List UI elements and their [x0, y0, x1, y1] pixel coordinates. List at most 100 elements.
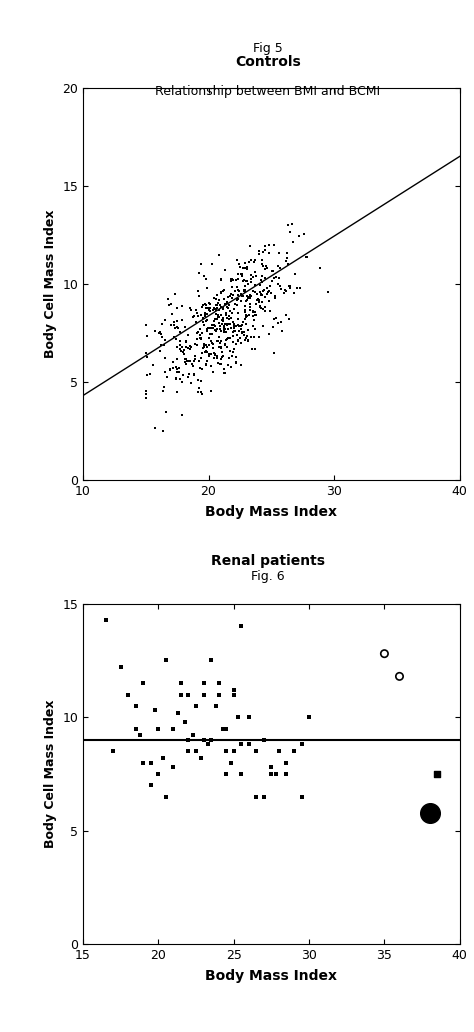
Y-axis label: Body Cell Mass Index: Body Cell Mass Index — [44, 700, 57, 848]
Point — [212, 296, 220, 313]
Point — [283, 766, 290, 782]
Point — [202, 356, 210, 373]
Point — [230, 743, 237, 760]
Point — [186, 353, 193, 369]
Point — [239, 288, 246, 304]
Point — [202, 270, 210, 287]
Point — [254, 286, 261, 302]
Point — [194, 383, 202, 399]
Point — [200, 675, 207, 691]
Point — [260, 244, 267, 260]
Point — [212, 291, 220, 308]
Point — [215, 675, 222, 691]
Point — [200, 314, 207, 330]
Point — [264, 284, 272, 300]
Point — [167, 317, 174, 333]
Point — [247, 266, 255, 283]
Point — [194, 309, 202, 325]
Point — [218, 308, 225, 324]
Point — [282, 282, 289, 298]
Point — [198, 324, 206, 341]
Point — [143, 349, 150, 365]
Point — [139, 754, 147, 771]
Point — [182, 356, 189, 373]
Point — [201, 268, 208, 285]
Point — [220, 365, 228, 382]
Point — [239, 314, 246, 330]
Point — [219, 300, 227, 317]
Point — [241, 303, 249, 320]
Point — [212, 323, 219, 340]
Point — [207, 357, 214, 374]
Point — [246, 254, 253, 270]
Point — [200, 296, 207, 313]
Point — [245, 288, 252, 304]
Point — [291, 285, 298, 301]
Point — [235, 331, 242, 348]
Point — [236, 256, 243, 272]
Point — [278, 323, 285, 340]
Point — [237, 357, 245, 374]
Point — [198, 330, 205, 347]
Point — [233, 327, 241, 344]
Point — [234, 287, 242, 303]
Point — [283, 283, 290, 299]
Point — [201, 308, 209, 324]
Point — [235, 709, 242, 725]
Point — [219, 313, 227, 329]
Point — [167, 295, 175, 312]
Point — [217, 356, 224, 373]
Point — [241, 302, 248, 319]
Point — [274, 315, 282, 331]
Point — [293, 280, 301, 296]
Point — [213, 350, 220, 366]
Point — [182, 351, 189, 367]
Point — [218, 349, 226, 365]
Point — [234, 317, 242, 333]
Point — [190, 353, 198, 369]
Point — [224, 293, 231, 310]
Point — [243, 327, 250, 344]
Point — [265, 245, 273, 261]
Point — [171, 319, 179, 335]
Point — [296, 280, 304, 296]
Point — [222, 323, 230, 340]
Point — [109, 743, 117, 760]
Point — [219, 299, 227, 316]
Point — [225, 297, 233, 314]
Point — [205, 330, 213, 347]
Point — [197, 384, 204, 400]
Point — [157, 326, 164, 343]
Point — [215, 301, 222, 318]
Point — [224, 316, 232, 332]
Point — [257, 287, 265, 303]
Point — [173, 360, 181, 377]
Point — [262, 269, 269, 286]
Point — [241, 284, 248, 300]
Point — [184, 326, 192, 343]
Point — [201, 307, 209, 323]
Point — [183, 353, 191, 369]
Point — [170, 317, 178, 333]
Point — [195, 372, 202, 388]
Point — [251, 252, 259, 268]
Point — [219, 344, 226, 360]
Point — [164, 369, 171, 386]
Point — [182, 319, 189, 335]
Point — [237, 736, 245, 752]
Point — [170, 720, 177, 737]
Point — [203, 338, 210, 355]
Point — [225, 350, 233, 366]
Point — [209, 335, 217, 352]
Point — [173, 319, 181, 335]
Point — [237, 286, 245, 302]
Point — [211, 311, 219, 327]
Point — [235, 283, 243, 299]
Point — [214, 310, 221, 326]
Point — [241, 260, 249, 277]
Point — [173, 300, 181, 317]
Point — [237, 766, 245, 782]
Point — [227, 272, 235, 289]
Point — [224, 357, 231, 374]
Point — [191, 351, 199, 367]
